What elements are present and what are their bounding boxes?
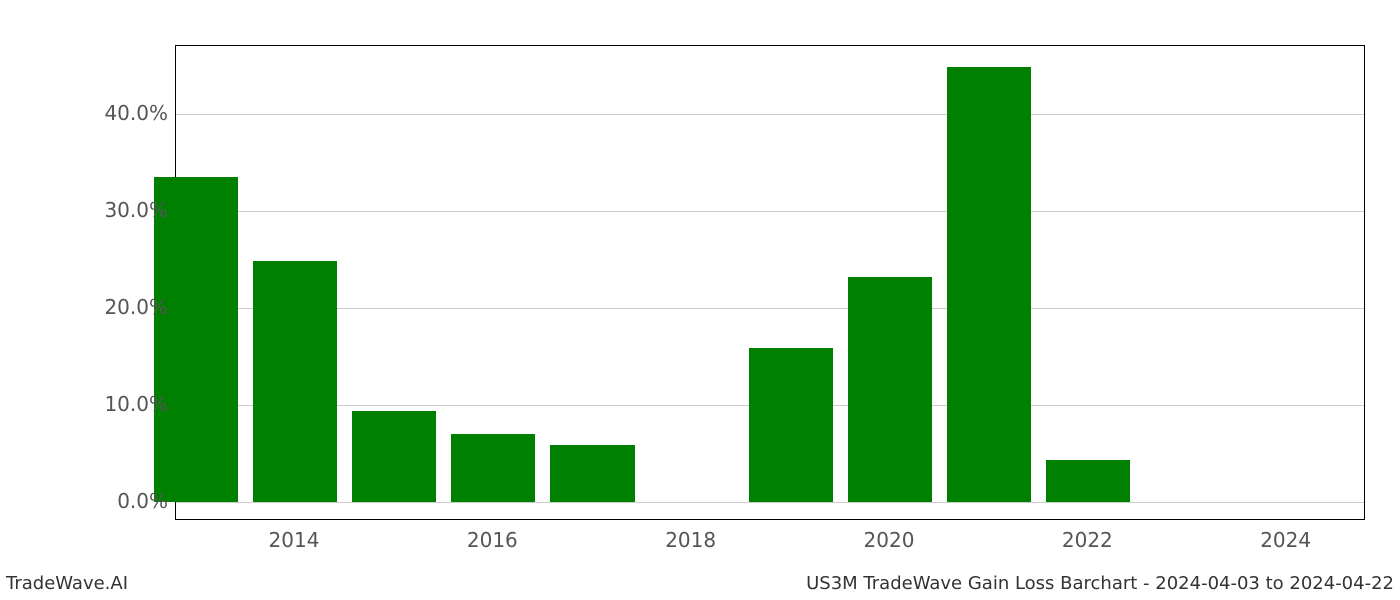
- bar: [848, 277, 932, 502]
- ytick-label: 0.0%: [117, 489, 168, 513]
- xtick-label: 2016: [467, 528, 518, 552]
- bar: [947, 67, 1031, 501]
- xtick-label: 2018: [665, 528, 716, 552]
- xtick-label: 2022: [1062, 528, 1113, 552]
- ytick-label: 10.0%: [104, 392, 168, 416]
- bar: [352, 411, 436, 501]
- gridline: [176, 114, 1364, 115]
- chart-container: 0.0% 10.0% 20.0% 30.0% 40.0% 2014 2016 2018 202…: [0, 0, 1400, 600]
- gridline: [176, 211, 1364, 212]
- footer-right-text: US3M TradeWave Gain Loss Barchart - 2024…: [806, 573, 1394, 594]
- xtick-label: 2014: [269, 528, 320, 552]
- footer-left-text: TradeWave.AI: [6, 573, 128, 594]
- xtick-label: 2020: [864, 528, 915, 552]
- bar: [749, 348, 833, 501]
- xtick-label: 2024: [1260, 528, 1311, 552]
- bar: [1046, 460, 1130, 502]
- bar: [253, 261, 337, 501]
- gridline: [176, 308, 1364, 309]
- ytick-label: 30.0%: [104, 198, 168, 222]
- bar: [550, 445, 634, 501]
- gridline: [176, 502, 1364, 503]
- ytick-label: 40.0%: [104, 101, 168, 125]
- plot-area: [175, 45, 1365, 520]
- bar: [451, 434, 535, 502]
- ytick-label: 20.0%: [104, 295, 168, 319]
- bar: [154, 177, 238, 502]
